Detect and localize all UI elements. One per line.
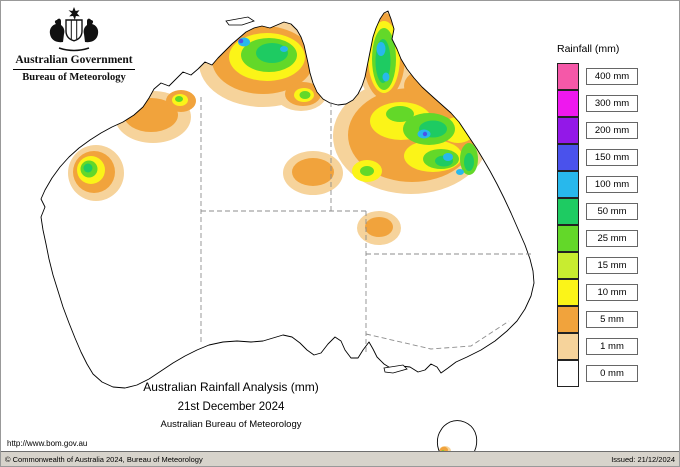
header-divider — [13, 69, 135, 70]
legend-swatch — [557, 117, 579, 144]
legend-row: 400 mm — [557, 63, 665, 90]
legend-swatch — [557, 198, 579, 225]
legend-title: Rainfall (mm) — [557, 43, 620, 55]
legend-swatch — [557, 360, 579, 387]
footer-bar: © Commonwealth of Australia 2024, Bureau… — [1, 451, 679, 466]
rain-contours — [68, 11, 489, 460]
legend-swatch — [557, 333, 579, 360]
legend-label: 15 mm — [586, 257, 638, 274]
government-title: Australian Government — [15, 54, 133, 66]
rainfall-legend: Rainfall (mm) 400 mm 300 mm 200 mm 150 m… — [557, 43, 665, 387]
legend-label: 150 mm — [586, 149, 638, 166]
legend-swatch — [557, 171, 579, 198]
legend-label: 50 mm — [586, 203, 638, 220]
issued-text: Issued: 21/12/2024 — [611, 454, 675, 464]
legend-row: 300 mm — [557, 90, 665, 117]
map-caption: Australian Rainfall Analysis (mm) 21st D… — [71, 380, 391, 430]
state-borders — [200, 97, 532, 352]
bom-url: http://www.bom.gov.au — [7, 439, 88, 448]
legend-swatch — [557, 225, 579, 252]
caption-org: Australian Bureau of Meteorology — [160, 419, 302, 430]
legend-swatch — [557, 144, 579, 171]
legend-row: 200 mm — [557, 117, 665, 144]
legend-row: 1 mm — [557, 333, 665, 360]
legend-row: 0 mm — [557, 360, 665, 387]
legend-row: 100 mm — [557, 171, 665, 198]
legend-label: 300 mm — [586, 95, 638, 112]
caption-title: Australian Rainfall Analysis (mm) — [143, 380, 319, 394]
legend-swatch — [557, 252, 579, 279]
bureau-title: Bureau of Meteorology — [22, 72, 126, 83]
caption-date: 21st December 2024 — [177, 401, 285, 413]
melville-island — [225, 16, 255, 26]
kangaroo-island — [383, 364, 408, 374]
legend-row: 150 mm — [557, 144, 665, 171]
copyright-text: © Commonwealth of Australia 2024, Bureau… — [5, 454, 203, 464]
legend-row: 50 mm — [557, 198, 665, 225]
legend-swatch — [557, 306, 579, 333]
legend-label: 10 mm — [586, 284, 638, 301]
legend-label: 25 mm — [586, 230, 638, 247]
coat-of-arms-icon — [49, 7, 99, 52]
legend-row: 15 mm — [557, 252, 665, 279]
legend-swatch — [557, 279, 579, 306]
legend-label: 100 mm — [586, 176, 638, 193]
legend-label: 200 mm — [586, 122, 638, 139]
legend-row: 25 mm — [557, 225, 665, 252]
legend-swatch — [557, 63, 579, 90]
legend-label: 5 mm — [586, 311, 638, 328]
legend-label: 400 mm — [586, 68, 638, 85]
rain-layer-150mm — [238, 38, 428, 137]
legend-row: 10 mm — [557, 279, 665, 306]
legend-label: 0 mm — [586, 365, 638, 382]
legend-row: 5 mm — [557, 306, 665, 333]
legend-swatch — [557, 90, 579, 117]
bom-header: Australian Government Bureau of Meteorol… — [9, 6, 139, 83]
legend-label: 1 mm — [586, 338, 638, 355]
